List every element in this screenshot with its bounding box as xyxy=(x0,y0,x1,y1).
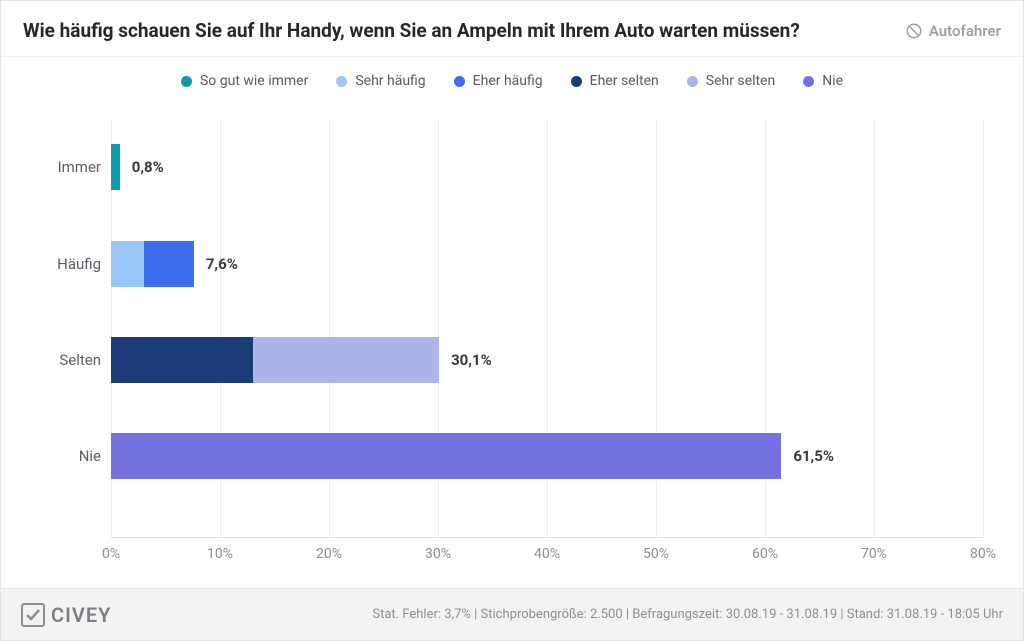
legend-label: Nie xyxy=(822,73,843,89)
legend-label: Sehr selten xyxy=(706,73,775,89)
legend-swatch xyxy=(336,76,347,87)
bar-row: Häufig7,6% xyxy=(111,241,983,287)
x-tick-label: 80% xyxy=(970,546,996,562)
legend-item: Eher häufig xyxy=(454,73,543,89)
legend: So gut wie immer Sehr häufig Eher häufig Eh… xyxy=(1,57,1023,99)
brand-text: CIVEY xyxy=(51,603,111,627)
legend-item: So gut wie immer xyxy=(181,73,308,89)
bar-value-label: 61,5% xyxy=(793,447,834,465)
bar-row: Nie61,5% xyxy=(111,433,983,479)
gridline xyxy=(983,119,984,538)
x-tick-label: 10% xyxy=(207,546,233,562)
legend-item: Nie xyxy=(803,73,843,89)
bar-segment xyxy=(111,433,781,479)
legend-swatch xyxy=(803,76,814,87)
legend-label: Sehr häufig xyxy=(355,73,425,89)
legend-item: Sehr selten xyxy=(687,73,775,89)
x-tick-label: 40% xyxy=(534,546,560,562)
filter-icon xyxy=(905,22,923,40)
bar-track xyxy=(111,433,781,479)
plot: 0%10%20%30%40%50%60%70%80% Immer0,8%Häuf… xyxy=(111,119,983,538)
bar-segment xyxy=(111,337,253,383)
x-tick-label: 20% xyxy=(316,546,342,562)
legend-label: Eher häufig xyxy=(473,73,543,89)
legend-label: Eher selten xyxy=(590,73,659,89)
bar-segment xyxy=(111,241,144,287)
bar-row: Immer0,8% xyxy=(111,144,983,190)
bar-track xyxy=(111,241,194,287)
bar-track xyxy=(111,144,120,190)
legend-swatch xyxy=(181,76,192,87)
bar-track xyxy=(111,337,439,383)
legend-swatch xyxy=(687,76,698,87)
x-tick-label: 50% xyxy=(643,546,669,562)
x-tick-label: 60% xyxy=(752,546,778,562)
legend-item: Sehr häufig xyxy=(336,73,425,89)
legend-item: Eher selten xyxy=(571,73,659,89)
legend-label: So gut wie immer xyxy=(200,73,308,89)
brand-icon xyxy=(21,603,45,627)
footer-meta: Stat. Fehler: 3,7% | Stichprobengröße: 2… xyxy=(372,607,1003,622)
card-footer: CIVEY Stat. Fehler: 3,7% | Stichprobengr… xyxy=(1,588,1023,640)
bar-segment xyxy=(144,241,194,287)
x-tick-label: 70% xyxy=(861,546,887,562)
x-tick-label: 0% xyxy=(102,546,120,562)
bar-value-label: 7,6% xyxy=(206,255,238,273)
bar-value-label: 0,8% xyxy=(132,158,164,176)
poll-title: Wie häufig schauen Sie auf Ihr Handy, we… xyxy=(23,19,905,42)
brand: CIVEY xyxy=(21,603,111,627)
legend-swatch xyxy=(571,76,582,87)
y-axis-label: Nie xyxy=(11,447,101,465)
bar-segment xyxy=(253,337,439,383)
filter-label: Autofahrer xyxy=(929,22,1001,40)
x-tick-label: 30% xyxy=(425,546,451,562)
filter-badge: Autofahrer xyxy=(905,22,1001,40)
y-axis-label: Häufig xyxy=(11,255,101,273)
x-axis-labels: 0%10%20%30%40%50%60%70%80% xyxy=(111,546,983,566)
legend-swatch xyxy=(454,76,465,87)
y-axis-label: Immer xyxy=(11,158,101,176)
chart-area: 0%10%20%30%40%50%60%70%80% Immer0,8%Häuf… xyxy=(1,99,1023,588)
y-axis-label: Selten xyxy=(11,351,101,369)
bar-segment xyxy=(111,144,120,190)
bar-row: Selten30,1% xyxy=(111,337,983,383)
bar-value-label: 30,1% xyxy=(451,351,492,369)
poll-card: Wie häufig schauen Sie auf Ihr Handy, we… xyxy=(0,0,1024,641)
card-header: Wie häufig schauen Sie auf Ihr Handy, we… xyxy=(1,1,1023,57)
